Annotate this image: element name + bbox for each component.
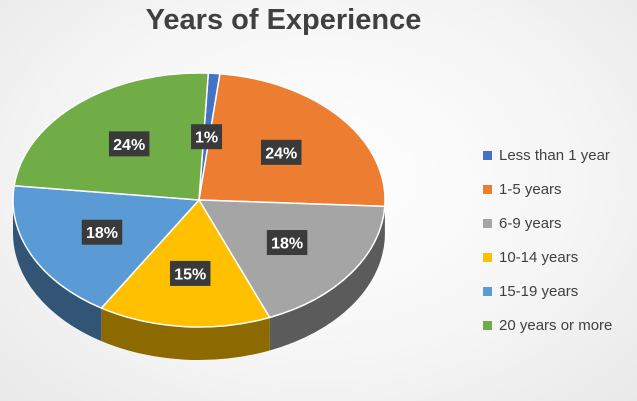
- data-label-4: 18%: [81, 219, 123, 245]
- pie-side-3: [101, 308, 270, 360]
- legend-item: 6-9 years: [483, 206, 633, 240]
- pie-slices: [12, 72, 386, 328]
- data-label-text: 24%: [265, 145, 297, 162]
- legend-swatch: [483, 252, 492, 262]
- data-label-3: 15%: [169, 260, 211, 286]
- legend-swatch: [483, 184, 492, 194]
- legend-swatch: [483, 218, 492, 228]
- legend-label: 10-14 years: [499, 248, 579, 266]
- legend-swatch: [483, 320, 492, 330]
- data-label-box: [260, 139, 302, 165]
- legend-item: 10-14 years: [483, 240, 633, 274]
- data-label-text: 24%: [113, 137, 145, 154]
- legend-label: 1-5 years: [499, 180, 562, 198]
- data-label-text: 1%: [195, 130, 218, 147]
- legend-label: Less than 1 year: [499, 146, 610, 164]
- pie-slice-2: [198, 199, 386, 319]
- legend-item: Less than 1 year: [483, 138, 633, 172]
- legend-swatch: [483, 150, 492, 160]
- data-label-2: 18%: [266, 230, 308, 256]
- pie-slice-4: [12, 184, 200, 309]
- pie-side-2: [269, 206, 385, 351]
- legend-swatch: [483, 286, 492, 296]
- data-label-text: 15%: [174, 266, 206, 283]
- legend-item: 1-5 years: [483, 172, 633, 206]
- legend-item: 20 years or more: [483, 308, 633, 342]
- data-label-text: 18%: [271, 236, 303, 253]
- chart-legend: Less than 1 year 1-5 years 6-9 years 10-14 …: [483, 138, 633, 342]
- data-label-box: [81, 219, 123, 245]
- data-label-0: 1%: [191, 124, 223, 150]
- data-label-box: [191, 124, 223, 150]
- data-label-1: 24%: [260, 139, 302, 165]
- data-label-5: 24%: [108, 131, 150, 157]
- legend-label: 15-19 years: [499, 282, 579, 300]
- legend-item: 15-19 years: [483, 274, 633, 308]
- pie-side-4: [13, 200, 102, 342]
- data-labels: 1% 24% 18% 15% 18% 24%: [81, 124, 308, 286]
- data-label-text: 18%: [86, 225, 118, 242]
- data-label-box: [266, 230, 308, 256]
- chart-title: Years of Experience: [145, 4, 422, 36]
- legend-label: 20 years or more: [499, 316, 613, 334]
- data-label-box: [169, 260, 211, 286]
- legend-label: 6-9 years: [499, 214, 562, 232]
- data-label-box: [108, 131, 150, 157]
